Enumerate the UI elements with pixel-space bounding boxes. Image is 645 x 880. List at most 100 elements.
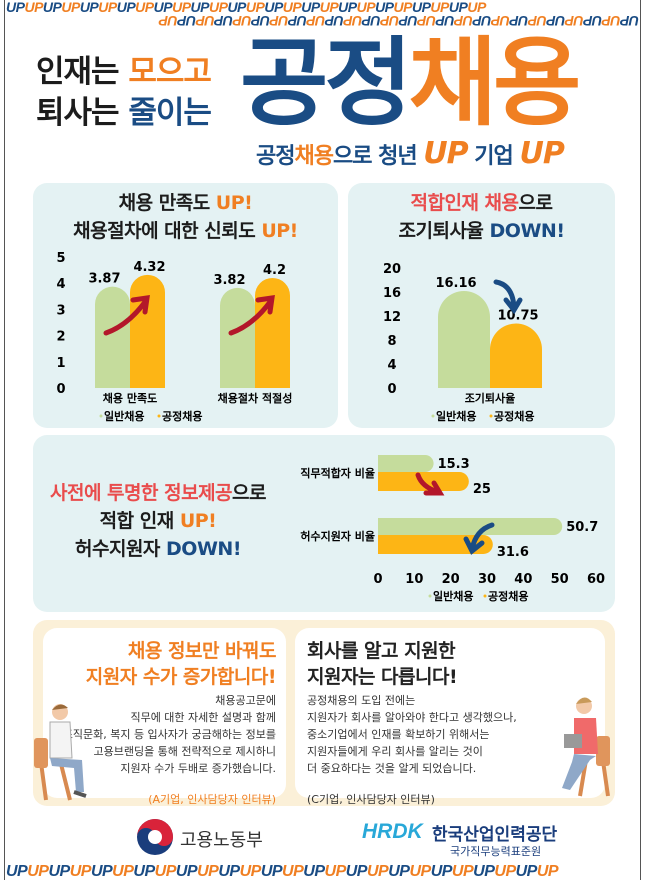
up-pattern-text: UP [380, 14, 400, 28]
x-tick-label: 20 [442, 572, 460, 587]
panel-title-line2: 채용절차에 대한 신뢰도 UP! [33, 217, 338, 245]
data-label: 25 [473, 482, 491, 497]
up-pattern-text: UP [393, 0, 413, 14]
y-tick-label: 5 [56, 251, 65, 266]
y-tick-label: 3 [56, 303, 65, 318]
headline-accent: 모으고 [128, 54, 212, 90]
up-pattern-text: UP [491, 14, 510, 28]
title-text: 채용절차에 대한 신뢰도 [73, 220, 256, 242]
legend-swatch [431, 414, 435, 418]
quote-line: 공정채용의 도입 전에는 [307, 694, 416, 707]
quote-line: 채용공고문에 [215, 694, 276, 707]
up-pattern-text: UP [319, 0, 339, 14]
up-pattern-text: UP [172, 0, 191, 14]
trend-arrow-icon [415, 472, 445, 496]
up-pattern-text: UP [473, 864, 495, 880]
man-sitting-illustration [34, 704, 87, 801]
subtitle: 공정채용으로 청년 UP 기업 UP [256, 136, 565, 171]
up-pattern-text: UP [264, 0, 283, 14]
up-pattern-text: UP [269, 14, 289, 28]
up-pattern-text: UP [306, 14, 326, 28]
bar-general [220, 287, 255, 388]
up-pattern-text: UP [260, 864, 283, 880]
y-tick-label: 0 [387, 382, 396, 397]
quote-card-c: 회사를 알고 지원한 지원자는 다릅니다! 공정채용의 도입 전에는 지원자가 회사… [295, 628, 605, 806]
up-pattern-text: UP [324, 864, 347, 880]
title-down: DOWN! [166, 538, 241, 560]
quote-line: 지원자들에게 우리 회사를 알리는 것이 [307, 745, 483, 758]
data-label: 31.6 [497, 545, 529, 560]
quote-line: 조직문화, 복지 등 입사자가 궁금해하는 정보를 [62, 728, 276, 741]
up-pattern-text: UP [69, 864, 92, 880]
data-label: 10.75 [497, 309, 538, 324]
title-navy: 공정 [240, 27, 413, 139]
legend-swatch [483, 594, 487, 598]
headline-line1: 인재는 모으고 [36, 52, 212, 92]
headline-accent: 줄이는 [128, 95, 212, 131]
up-pattern-text: UP [208, 0, 228, 14]
title-orange: 채용 [408, 27, 582, 139]
title-text: 적합 인재 [99, 510, 175, 532]
up-pattern-text: UP [388, 864, 410, 880]
data-label: 15.3 [438, 457, 470, 472]
up-pattern-text: UP [448, 0, 468, 14]
data-label: 4.2 [263, 263, 286, 278]
subtitle-part: 공정 [256, 144, 295, 169]
up-pattern-text: UP [177, 14, 197, 28]
woman-sitting-illustration [562, 697, 610, 797]
quote-source: (A기업, 인사담당자 인터뷰) [148, 793, 276, 806]
up-pattern-text: UP [409, 864, 431, 880]
subtitle-part: 으로 청년 [332, 144, 418, 169]
subtitle-up: UP [423, 136, 468, 171]
up-pattern-text: UP [356, 0, 376, 14]
up-pattern-text: UP [197, 864, 219, 880]
up-pattern-text: UP [303, 864, 325, 880]
subtitle-part: 채용 [294, 144, 333, 169]
up-pattern-text: UP [467, 0, 486, 14]
category-label: 허수지원자 비율 [300, 529, 375, 543]
up-pattern-text: UP [196, 14, 215, 28]
bar-fair [490, 323, 542, 388]
up-pattern-text: UP [239, 864, 262, 880]
up-pattern-text: UP [430, 864, 453, 880]
headline-text: 인재는 [36, 54, 120, 90]
up-pattern-text: UP [338, 0, 357, 14]
up-pattern-bottom: UPUPUPUPUPUPUPUPUPUPUPUPUPUPUPUPUPUPUPUP… [6, 864, 639, 880]
up-pattern-text: UP [112, 864, 134, 880]
legend-label: 일반채용 [104, 409, 144, 423]
up-pattern-text: UP [343, 14, 363, 28]
up-pattern-text: UP [325, 14, 344, 28]
up-pattern-text: UP [546, 14, 566, 28]
up-pattern-text: UP [27, 864, 49, 880]
info-chart: 직무적합자 비율 15.325 허수지원자 비율 50.7 31.6 0 10 20 30 40 5… [300, 455, 605, 603]
up-pattern-text: UP [98, 0, 117, 14]
up-pattern-text: UP [288, 14, 307, 28]
up-pattern-text: UP [42, 0, 62, 14]
quote-line: 더 중요하다는 것을 알게 되었습니다. [307, 762, 477, 775]
up-pattern-text: UP [451, 864, 474, 880]
up-pattern-text: UP [515, 864, 538, 880]
up-pattern-text: UP [6, 0, 25, 14]
page-frame [4, 0, 641, 880]
up-pattern-text: UP [233, 14, 252, 28]
quote-line: 고용브랜딩을 통해 전략적으로 제시하니 [93, 745, 276, 758]
panel-title-line1: 사전에 투명한 정보제공으로 [33, 479, 283, 507]
panel-title-line2: 조기퇴사율 DOWN! [348, 217, 615, 245]
title-text: 채용 만족도 [118, 192, 211, 214]
data-label: 50.7 [566, 520, 598, 535]
y-tick-label: 16 [383, 286, 401, 301]
title-text: 허수지원자 [75, 538, 160, 560]
title-up: UP! [179, 510, 217, 532]
panel-title-line2: 적합 인재 UP! [33, 507, 283, 535]
data-label: 4.32 [133, 260, 165, 275]
bar-fair [255, 277, 290, 388]
bar-general [438, 291, 490, 388]
y-tick-label: 4 [56, 277, 65, 292]
subtitle-part: 기업 [474, 144, 513, 169]
quote-body: 채용공고문에 직무에 대한 자세한 설명과 함께 조직문화, 복지 등 입사자가 궁… [63, 692, 276, 808]
trend-arrow-icon [463, 522, 495, 555]
title-text: 으로 [232, 482, 266, 504]
up-pattern-text: UP [61, 0, 80, 14]
quote-title-line: 회사를 알고 지원한 [307, 640, 456, 662]
